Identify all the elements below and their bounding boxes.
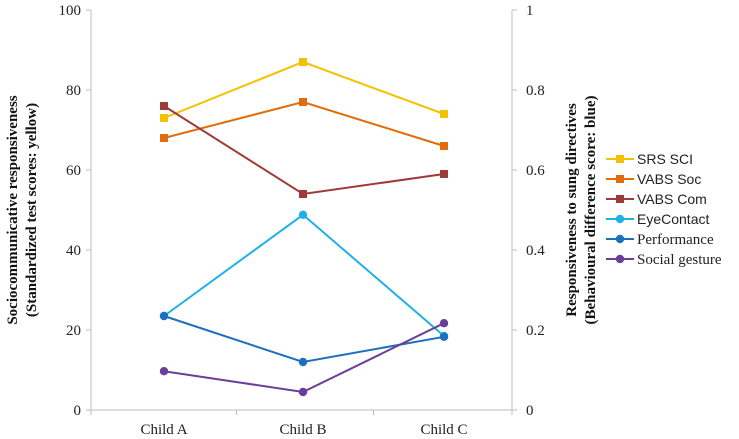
right-axis-title-line2: (Behavioural difference score: blue) [583, 96, 599, 325]
right-axis-title-line1: Responsiveness to sung directives [564, 103, 580, 317]
data-point [440, 142, 448, 150]
legend-label: SRS SCI [637, 151, 693, 167]
left-tick-label: 80 [66, 83, 81, 99]
series-line [163, 105, 445, 196]
data-point [299, 58, 307, 66]
series-performance [159, 311, 449, 367]
legend-marker [615, 234, 625, 244]
left-tick-label: 40 [66, 243, 81, 259]
data-point [439, 319, 449, 328]
legend-label: Performance [637, 232, 714, 248]
legend-item: EyeContact [606, 211, 709, 227]
x-category-label: Child C [420, 422, 467, 438]
right-tick-label: 0.4 [526, 243, 545, 259]
legend-label: EyeContact [637, 211, 709, 227]
left-axis-title-line2: (Standardized test scores: yellow) [24, 103, 40, 317]
series-line [163, 322, 445, 394]
legend-marker [616, 155, 624, 163]
left-tick-label: 20 [66, 323, 81, 339]
data-point [299, 98, 307, 106]
right-tick-label: 0 [526, 403, 534, 419]
series-vabs-soc [160, 98, 448, 150]
data-point [439, 332, 449, 341]
legend-marker [616, 175, 624, 183]
legend-item: VABS Soc [606, 171, 701, 187]
x-category-label: Child B [279, 422, 326, 438]
legend-item: SRS SCI [606, 151, 693, 167]
ticks: 0 20 40 60 80 100 0 0.2 0.4 0.6 0.8 1 Child A Child B… [59, 3, 546, 438]
left-tick-label: 100 [59, 3, 82, 19]
right-tick-label: 0.6 [526, 163, 545, 179]
series-line [163, 213, 445, 337]
legend-item: VABS Com [606, 191, 707, 207]
left-tick-label: 0 [74, 403, 82, 419]
right-tick-label: 1 [526, 3, 534, 19]
data-point [160, 134, 168, 142]
data-point [298, 387, 308, 397]
axes [90, 10, 513, 411]
legend-label: Social gesture [637, 252, 722, 268]
left-axis-title-line1: Sociocommunicative responsiveness [5, 95, 21, 324]
series [159, 58, 449, 397]
data-point [298, 210, 308, 219]
series-line [163, 60, 445, 119]
legend-marker [615, 254, 625, 264]
data-point [159, 367, 169, 376]
series-eyecontact [159, 210, 449, 341]
series-line [163, 315, 445, 364]
legend-marker [615, 214, 625, 224]
legend: SRS SCI VABS Soc VABS Com EyeContact Perform… [606, 151, 722, 268]
legend-label: VABS Com [637, 191, 707, 207]
legend-label: VABS Soc [637, 171, 701, 187]
legend-marker [616, 195, 624, 203]
right-tick-label: 0.2 [526, 323, 545, 339]
series-vabs-com [160, 102, 448, 198]
legend-item: Social gesture [606, 252, 722, 268]
series-srs-sci [160, 58, 448, 122]
right-tick-label: 0.8 [526, 83, 545, 99]
data-point [159, 311, 169, 321]
series-social-gesture [159, 319, 449, 397]
data-point [160, 114, 168, 122]
left-tick-label: 60 [66, 163, 81, 179]
data-point [160, 102, 168, 110]
legend-item: Performance [606, 232, 714, 248]
series-line [163, 100, 445, 147]
data-point [299, 190, 307, 198]
x-category-label: Child A [140, 422, 187, 438]
data-point [298, 357, 308, 367]
data-point [440, 110, 448, 118]
data-point [440, 170, 448, 178]
